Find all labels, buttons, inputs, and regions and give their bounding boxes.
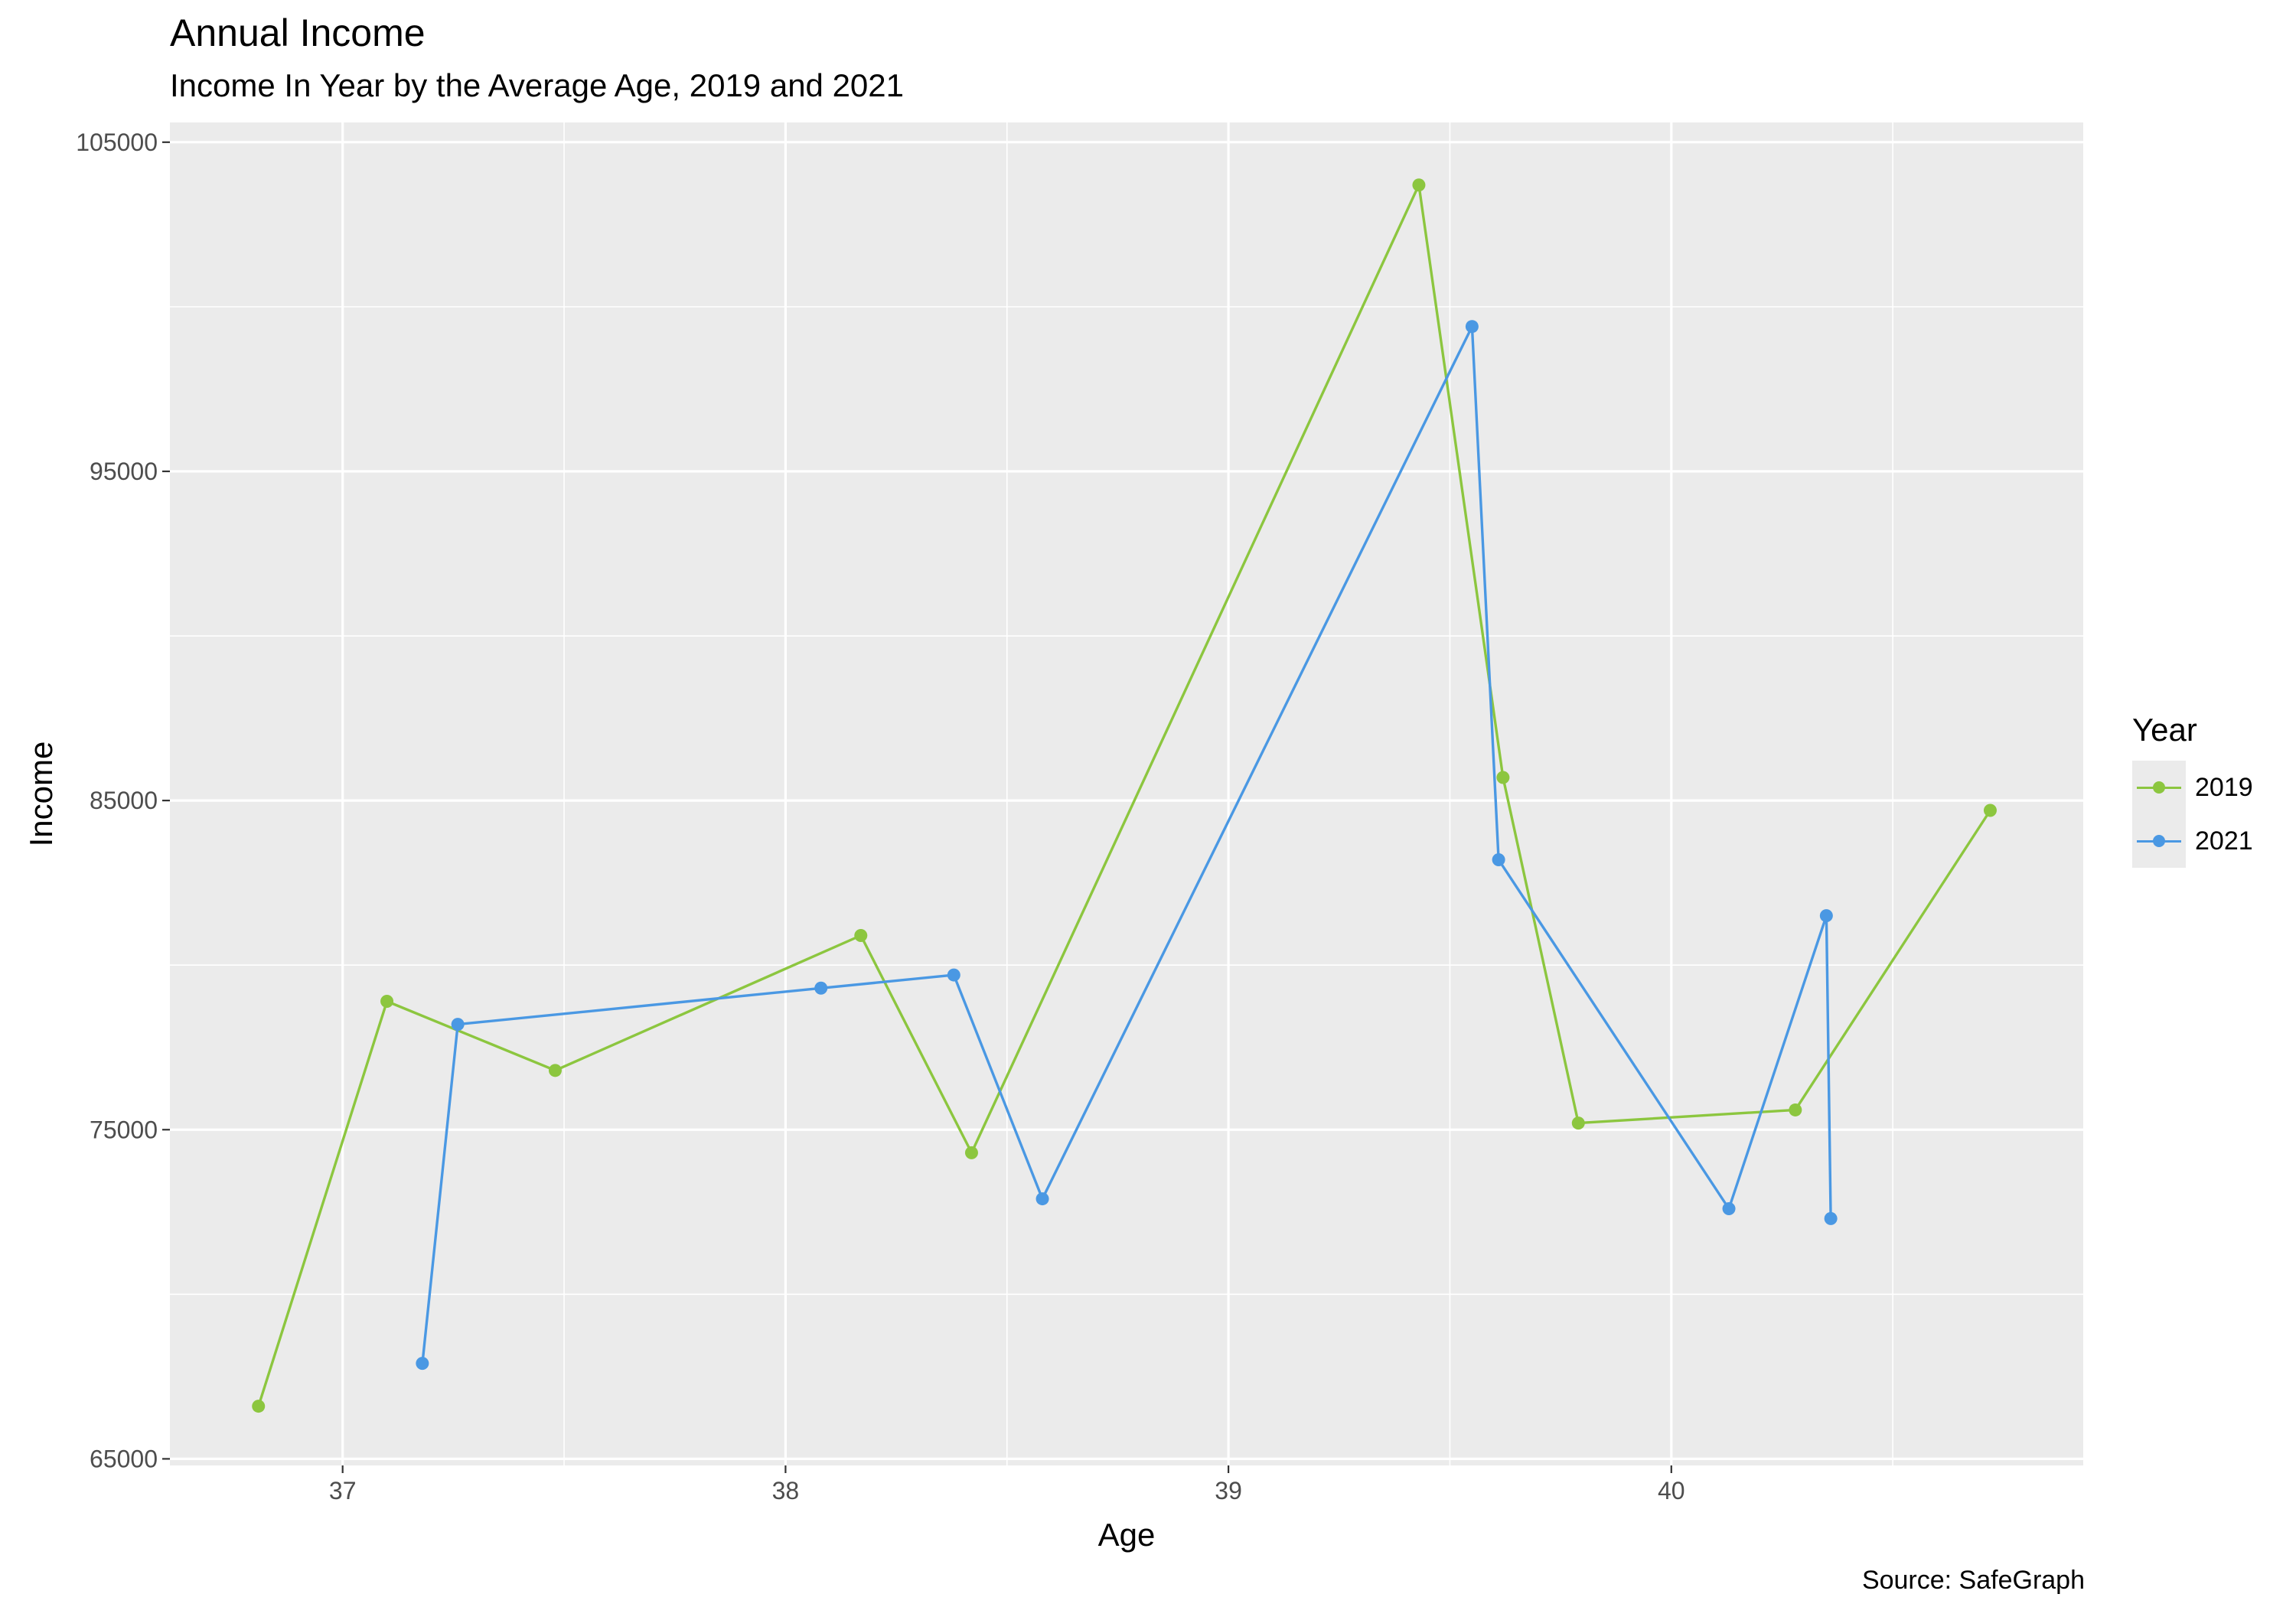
- series-line-2021: [421, 325, 1832, 1364]
- y-tick-label: 85000: [90, 787, 158, 814]
- legend-item-2019: 2019: [2132, 761, 2253, 814]
- legend-dot-2019: [2153, 781, 2165, 794]
- series-layer: [252, 178, 1997, 1413]
- data-point-2019: [1412, 178, 1426, 192]
- data-point-2021: [451, 1018, 465, 1032]
- x-tick-label: 40: [1658, 1477, 1685, 1504]
- major-gridlines: [170, 122, 2083, 1465]
- chart-subtitle: Income In Year by the Average Age, 2019 …: [170, 67, 905, 103]
- minor-gridlines: [170, 122, 2083, 1465]
- series-2021: [416, 320, 1838, 1371]
- data-point-2019: [548, 1064, 562, 1077]
- data-point-2019: [380, 994, 394, 1008]
- data-point-2019: [1789, 1103, 1802, 1116]
- plot-panel: [170, 122, 2083, 1465]
- legend-key-2021: [2132, 814, 2186, 868]
- x-tick-label: 37: [329, 1477, 357, 1504]
- data-point-2019: [854, 928, 868, 942]
- data-point-2021: [416, 1357, 429, 1371]
- data-point-2019: [252, 1400, 266, 1413]
- legend-dot-2021: [2153, 835, 2165, 847]
- chart-title: Annual Income: [170, 11, 426, 54]
- data-point-2019: [1496, 771, 1510, 784]
- legend-item-2021: 2021: [2132, 814, 2253, 868]
- data-point-2019: [964, 1146, 978, 1159]
- x-axis-label: Age: [1098, 1517, 1156, 1553]
- data-point-2021: [1465, 320, 1479, 334]
- data-point-2021: [1722, 1201, 1736, 1215]
- data-point-2019: [1571, 1116, 1585, 1130]
- legend-key-2019: [2132, 761, 2186, 814]
- data-point-2021: [1824, 1211, 1838, 1225]
- y-tick-label: 75000: [90, 1116, 158, 1143]
- source-caption: Source: SafeGraph: [1861, 1566, 2085, 1595]
- y-tick-label: 95000: [90, 458, 158, 485]
- y-axis-label: Income: [23, 742, 59, 847]
- series-line-2019: [257, 183, 1991, 1407]
- legend-label-2019: 2019: [2195, 772, 2253, 802]
- data-point-2019: [1983, 804, 1997, 817]
- data-point-2021: [1819, 909, 1833, 923]
- y-tick-label: 105000: [76, 129, 158, 156]
- data-point-2021: [814, 981, 828, 995]
- data-point-2021: [1035, 1192, 1049, 1206]
- x-tick-label: 39: [1215, 1477, 1242, 1504]
- y-tick-label: 65000: [90, 1445, 158, 1472]
- x-tick-label: 38: [772, 1477, 800, 1504]
- data-point-2021: [1492, 853, 1505, 867]
- legend: Year 2019 2021: [2132, 712, 2253, 868]
- legend-label-2021: 2021: [2195, 826, 2253, 856]
- series-2019: [252, 178, 1997, 1413]
- data-point-2021: [947, 968, 960, 982]
- legend-title: Year: [2132, 712, 2197, 748]
- axes: 37 38 39 40 65000 75000 85000 95000 105000: [76, 129, 1684, 1504]
